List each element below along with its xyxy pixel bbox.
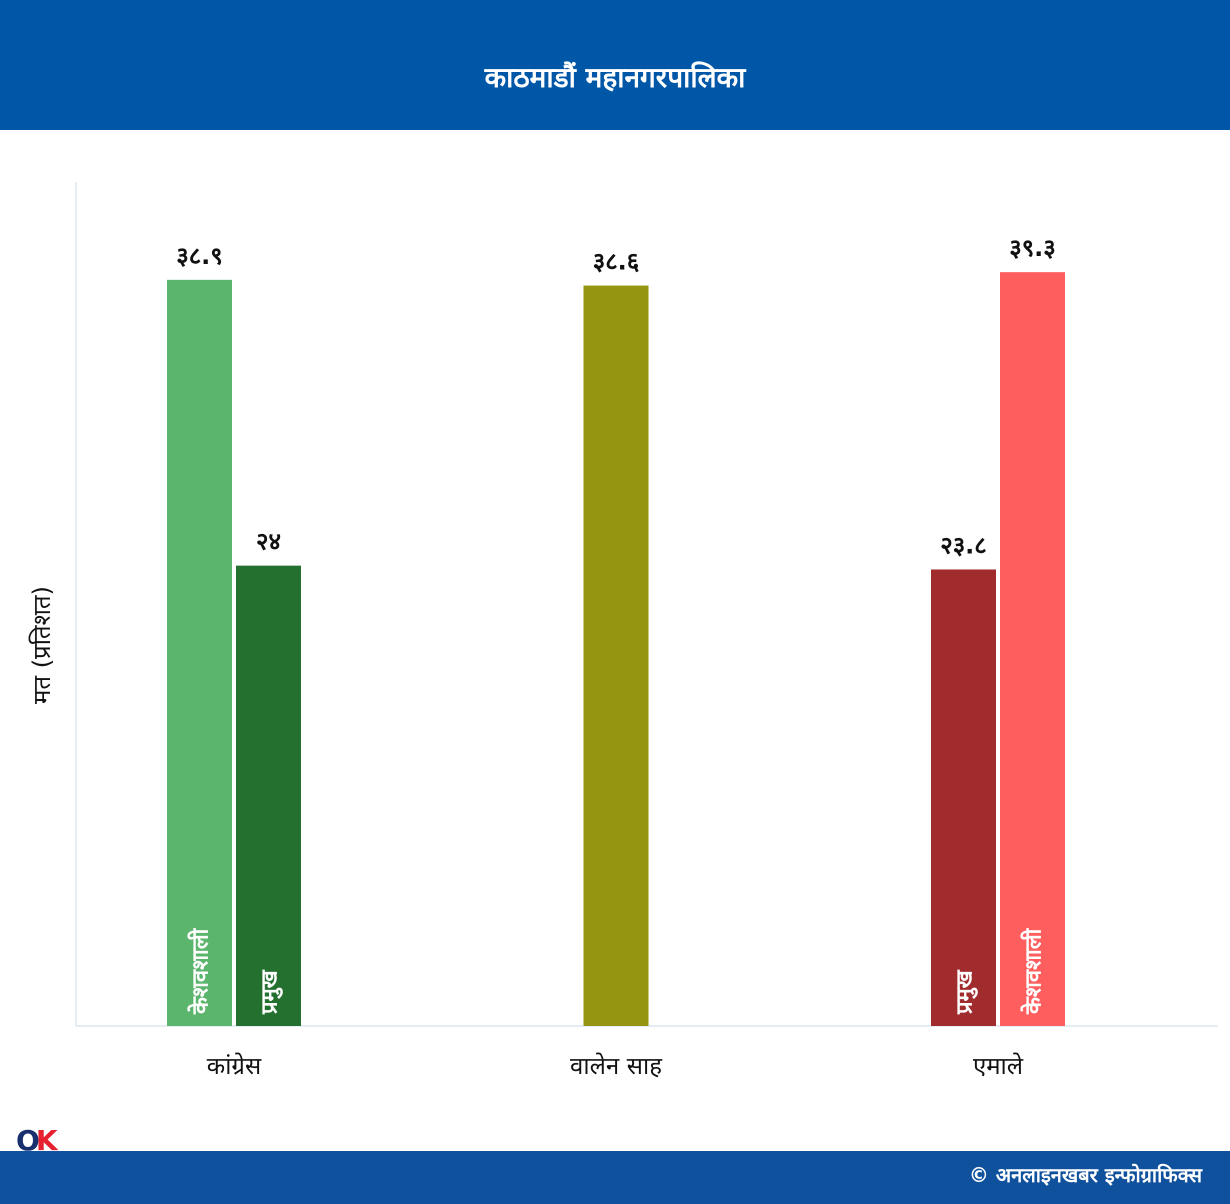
bar-2-1 <box>1000 272 1065 1026</box>
category-label: वालेन साह <box>570 1052 663 1080</box>
bar-0-1 <box>236 565 301 1026</box>
bar-0-0 <box>167 279 232 1026</box>
category-label: एमाले <box>973 1052 1024 1080</box>
bar-2-0 <box>931 569 996 1026</box>
bar-value-label: २३.८ <box>940 531 987 559</box>
chart-title: काठमाडौं महानगरपालिका <box>484 61 746 94</box>
logo-mark: OK <box>16 1124 57 1157</box>
category-label: कांग्रेस <box>207 1052 262 1080</box>
footer-bar: © अनलाइनखबर इन्फोग्राफिक्स <box>0 1151 1230 1204</box>
bar-inner-label: प्रमुख <box>953 969 979 1015</box>
bar-inner-label: केशवशाली <box>187 927 214 1015</box>
header-bar: काठमाडौं महानगरपालिका <box>0 0 1230 130</box>
footer-credit: © अनलाइनखबर इन्फोग्राफिक्स <box>968 1163 1202 1187</box>
bar-value-label: ३८.६ <box>593 248 640 276</box>
bar-inner-label: केशवशाली <box>1020 927 1047 1015</box>
bar-value-label: ३८.९ <box>176 242 223 270</box>
bar-value-label: २४ <box>256 528 281 556</box>
bar-chart: मत (प्रतिशत) ३८.९ केशवशाली २४ प्रमुख कांग्रे… <box>28 182 1218 1080</box>
bar-inner-label: प्रमुख <box>258 969 284 1015</box>
y-axis-label: मत (प्रतिशत) <box>28 586 56 704</box>
bar-1-0 <box>583 285 649 1027</box>
bar-value-label: ३९.३ <box>1009 234 1056 262</box>
